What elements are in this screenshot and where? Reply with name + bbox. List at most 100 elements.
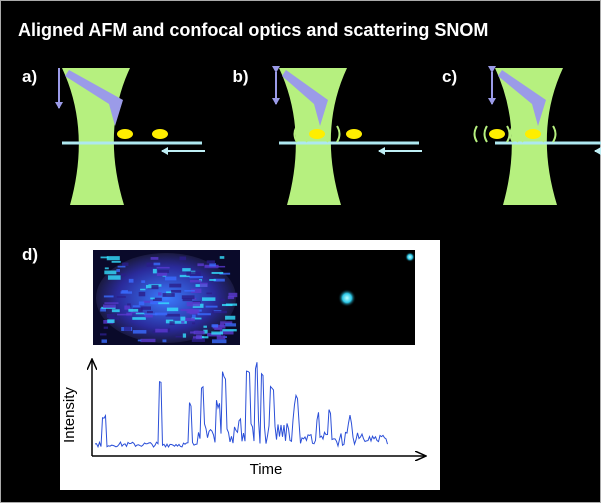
texture-speck [154, 312, 168, 316]
texture-speck [128, 278, 134, 283]
texture-speck [171, 289, 182, 293]
texture-speck [158, 302, 170, 305]
scatter-wave [509, 125, 514, 143]
texture-speck [192, 322, 196, 325]
texture-speck [158, 269, 170, 274]
cantilever [282, 70, 328, 126]
texture-speck [156, 266, 170, 269]
texture-speck [182, 268, 191, 272]
texture-speck [228, 292, 238, 298]
particle [117, 129, 133, 139]
texture-speck [103, 295, 114, 298]
texture-speck [182, 298, 193, 302]
texture-speck [106, 314, 115, 318]
texture-speck [155, 328, 168, 333]
panel-label: b) [232, 67, 248, 86]
bright-spot [405, 252, 415, 262]
texture-speck [123, 326, 132, 331]
texture-speck [101, 339, 107, 343]
texture-speck [220, 298, 225, 301]
afm-texture [100, 256, 238, 344]
scatter-wave [542, 125, 547, 143]
texture-speck [107, 275, 121, 280]
texture-speck [141, 306, 151, 310]
texture-speck [211, 331, 223, 335]
texture-speck [202, 297, 216, 301]
texture-speck [150, 297, 155, 300]
texture-speck [120, 273, 126, 277]
texture-speck [158, 292, 162, 296]
texture-speck [219, 330, 234, 335]
texture-speck [206, 332, 221, 337]
y-axis-label: Intensity [61, 387, 78, 443]
texture-speck [166, 307, 179, 312]
texture-speck [152, 268, 157, 274]
texture-speck [225, 315, 236, 320]
texture-speck [205, 305, 218, 308]
title: Aligned AFM and confocal optics and scat… [18, 20, 488, 40]
texture-speck [221, 303, 233, 307]
texture-speck [219, 256, 225, 259]
texture-speck [203, 329, 208, 334]
intensity-trace [94, 362, 388, 449]
texture-speck [180, 316, 186, 321]
texture-speck [169, 283, 182, 288]
texture-speck [152, 297, 162, 301]
texture-speck [184, 289, 195, 292]
texture-speck [192, 297, 197, 300]
scatter-wave [293, 125, 298, 143]
texture-speck [100, 333, 107, 336]
texture-speck [132, 330, 147, 334]
afm-blob [96, 253, 236, 343]
texture-speck [153, 262, 161, 266]
texture-speck [140, 288, 146, 291]
texture-speck [181, 317, 195, 322]
texture-speck [191, 338, 205, 342]
texture-speck [179, 274, 190, 278]
particle [489, 129, 505, 139]
scatter-wave [483, 125, 488, 143]
texture-speck [138, 301, 145, 306]
texture-speck [138, 291, 146, 297]
texture-speck [203, 325, 207, 328]
texture-speck [108, 317, 120, 320]
texture-speck [213, 278, 225, 282]
texture-speck [181, 319, 185, 324]
texture-speck [162, 339, 167, 343]
texture-speck [180, 308, 194, 312]
x-axis-label: Time [250, 461, 283, 478]
texture-speck [132, 317, 146, 320]
texture-speck [165, 313, 180, 317]
texture-speck [100, 307, 106, 312]
texture-speck [124, 305, 131, 310]
texture-speck [135, 312, 145, 315]
texture-speck [209, 263, 216, 267]
texture-speck [117, 265, 126, 268]
texture-speck [191, 317, 202, 320]
panel-label: a) [22, 67, 37, 86]
texture-speck [111, 309, 120, 313]
texture-speck [128, 308, 139, 312]
texture-speck [169, 321, 175, 326]
texture-speck [196, 334, 202, 340]
texture-speck [103, 304, 116, 308]
texture-speck [104, 267, 109, 270]
texture-speck [227, 296, 235, 300]
texture-speck [120, 291, 132, 294]
schematics: a) b) c) [22, 66, 601, 205]
texture-speck [150, 301, 163, 305]
texture-speck [116, 269, 120, 272]
scatter-wave [303, 125, 308, 143]
texture-speck [126, 312, 133, 316]
texture-speck [175, 335, 183, 338]
texture-speck [190, 331, 196, 334]
texture-speck [147, 284, 159, 290]
texture-speck [164, 276, 177, 281]
texture-speck [146, 310, 153, 314]
texture-speck [116, 313, 131, 316]
texture-speck [130, 311, 139, 314]
texture-speck [111, 260, 121, 263]
particle [309, 129, 325, 139]
